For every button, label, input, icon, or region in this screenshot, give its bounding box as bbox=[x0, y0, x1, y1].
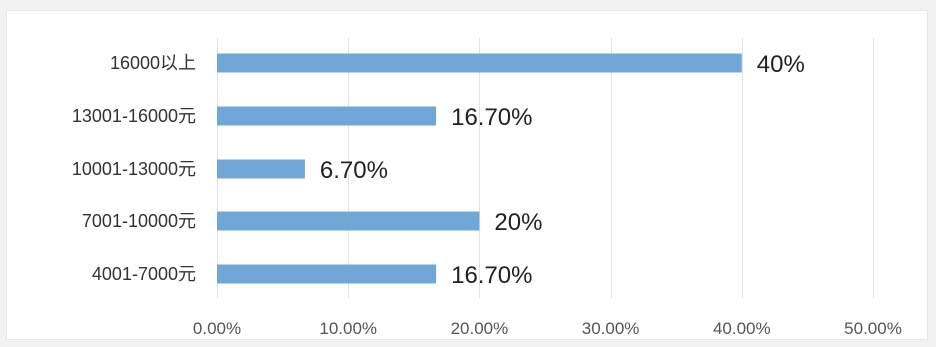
x-tick-label-0: 0.00% bbox=[193, 319, 241, 338]
x-tick-label-5: 50.00% bbox=[844, 319, 902, 338]
x-tick-label-3: 30.00% bbox=[582, 319, 640, 338]
bar-2 bbox=[217, 159, 305, 179]
x-tick-label-2: 20.00% bbox=[451, 319, 509, 338]
x-tick-label-4: 40.00% bbox=[713, 319, 771, 338]
x-tick-label-1: 10.00% bbox=[319, 319, 377, 338]
data-label-4: 16.70% bbox=[451, 262, 532, 289]
bar-4 bbox=[217, 264, 437, 284]
data-label-1: 16.70% bbox=[451, 104, 532, 131]
category-label-0: 16000以上 bbox=[110, 53, 196, 73]
data-label-2: 6.70% bbox=[320, 157, 388, 184]
bar-0 bbox=[217, 53, 742, 73]
data-label-0: 40% bbox=[757, 51, 805, 78]
category-label-2: 10001-13000元 bbox=[72, 159, 196, 179]
bar-1 bbox=[217, 106, 437, 126]
category-label-3: 7001-10000元 bbox=[82, 211, 196, 231]
category-label-4: 4001-7000元 bbox=[92, 264, 196, 284]
category-label-1: 13001-16000元 bbox=[72, 106, 196, 126]
bar-3 bbox=[217, 211, 480, 231]
data-label-3: 20% bbox=[494, 209, 542, 236]
